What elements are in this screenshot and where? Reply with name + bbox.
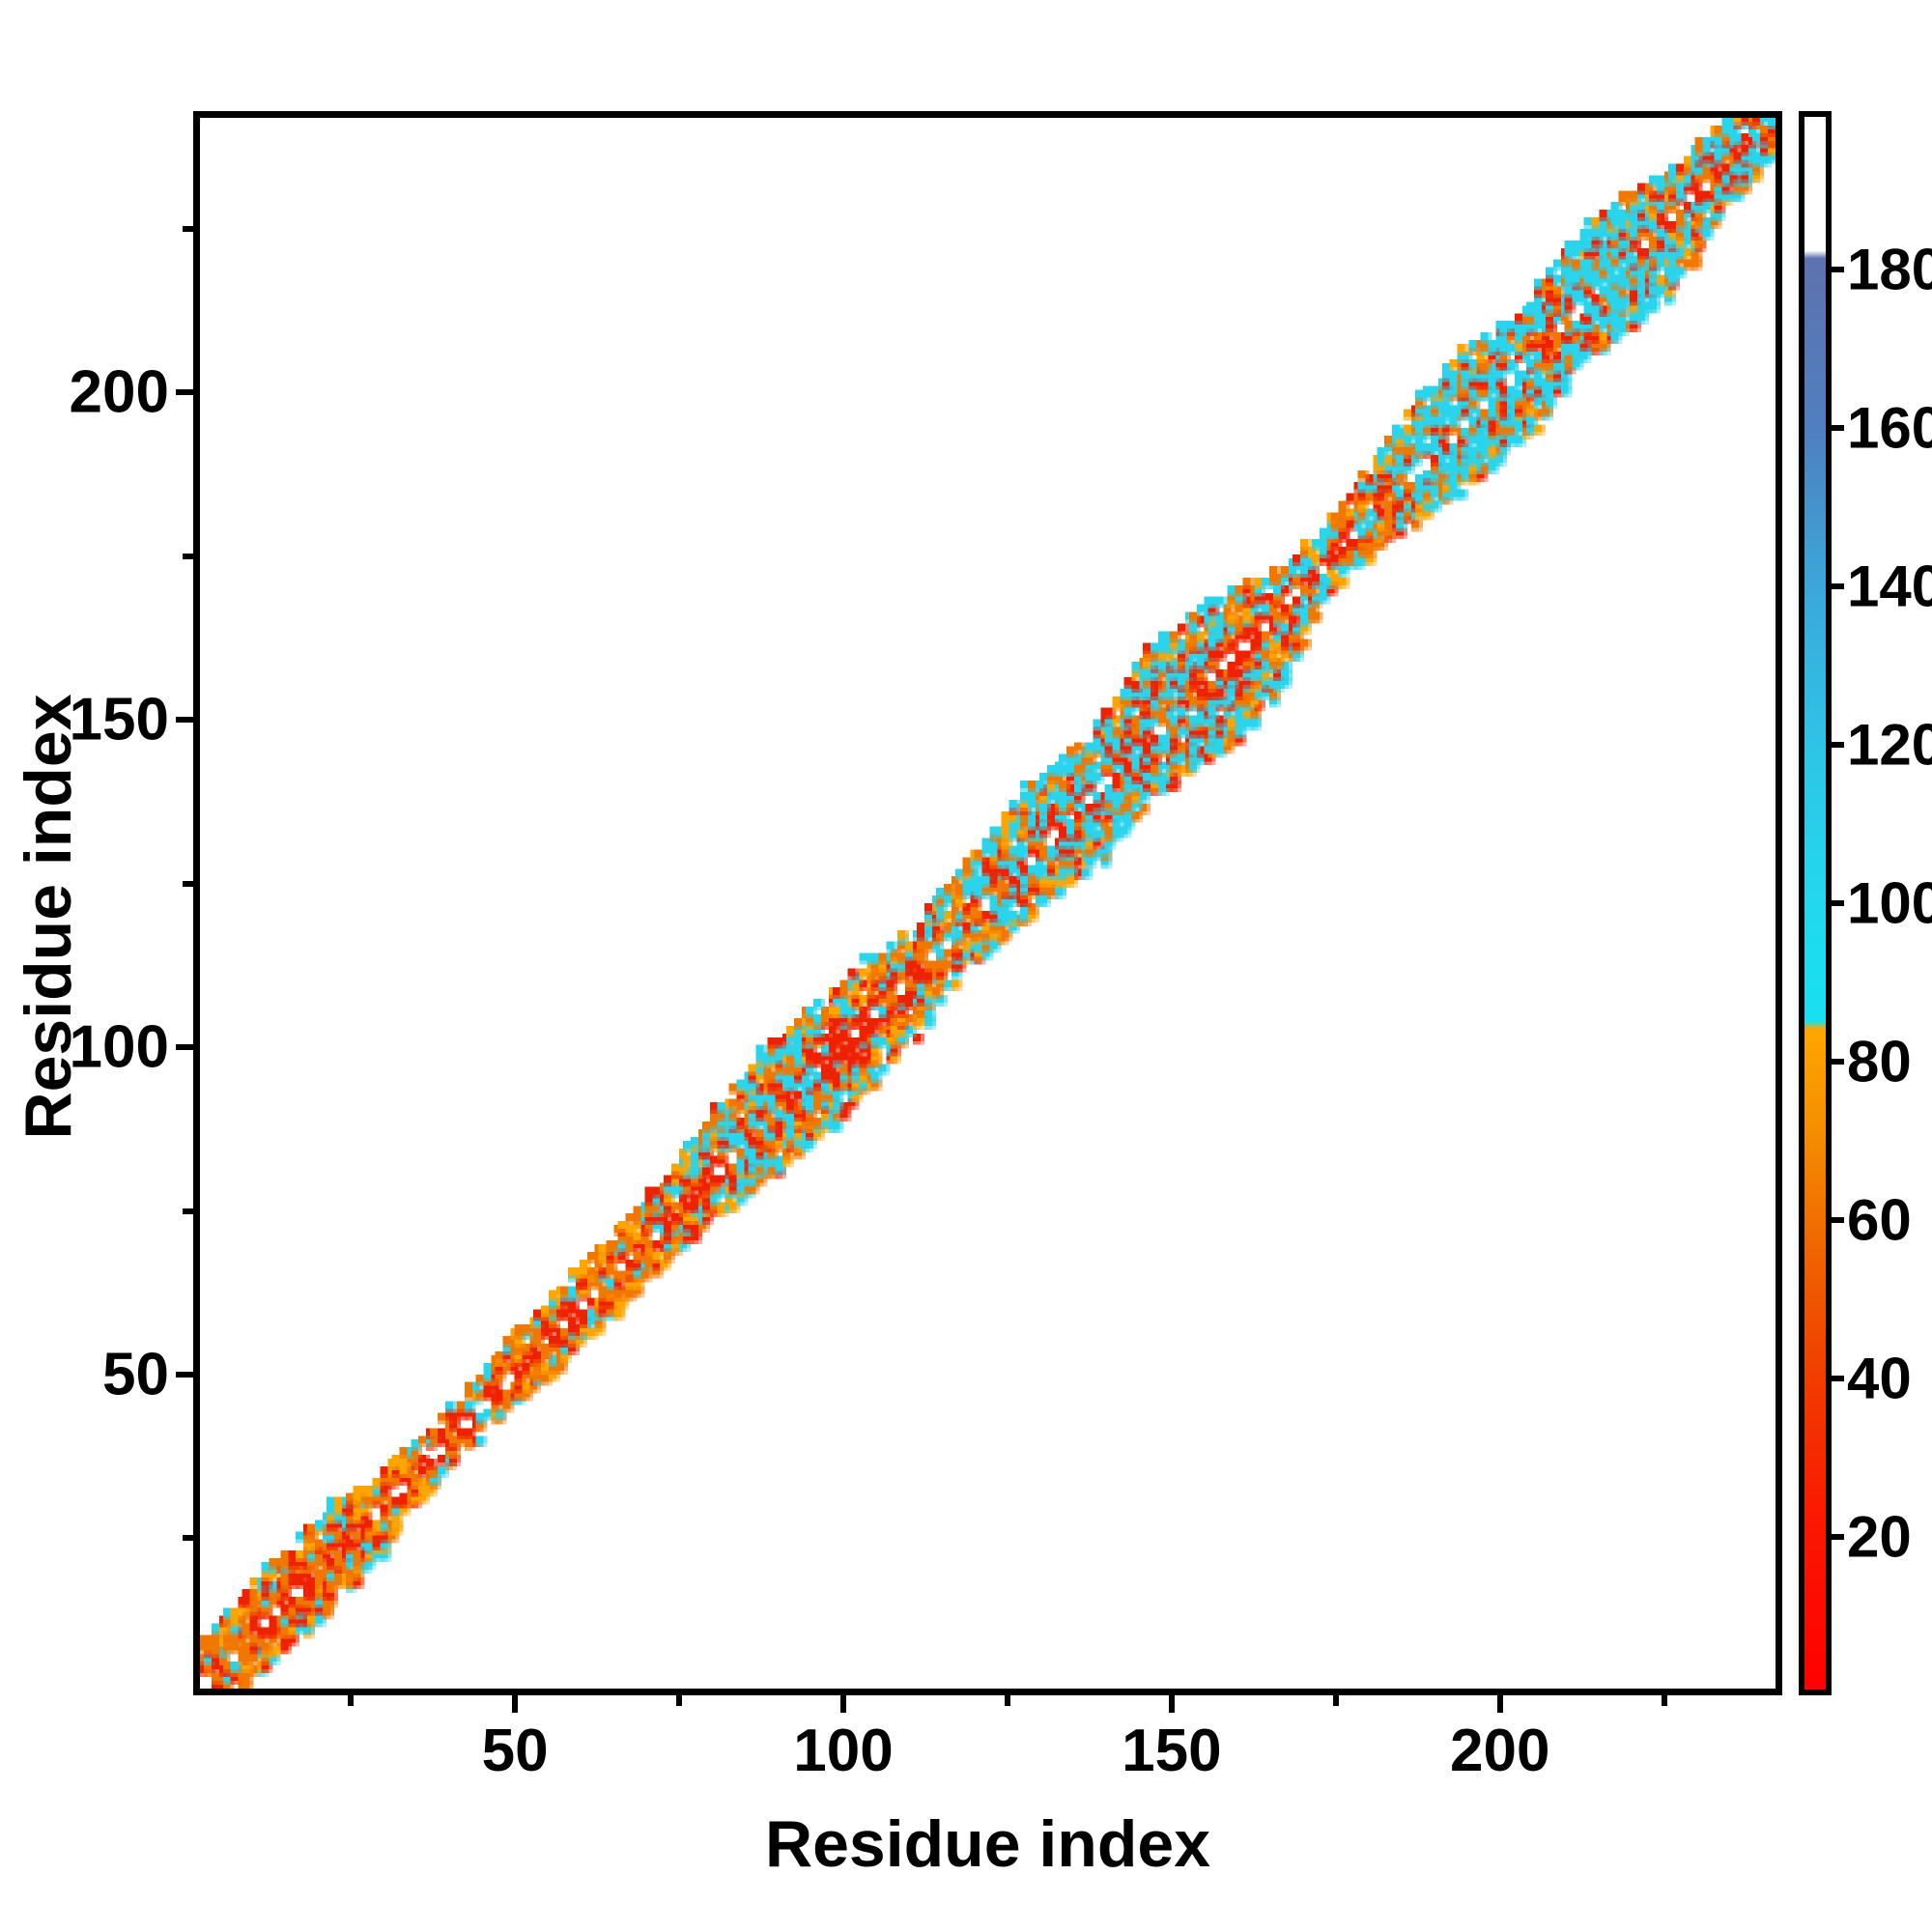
y-axis-tick-label: 150 xyxy=(69,686,169,753)
colorbar-tick-label: 100 xyxy=(1847,870,1932,936)
x-axis-tick xyxy=(1168,1695,1175,1713)
colorbar-tick-label: 80 xyxy=(1847,1029,1912,1094)
colorbar-tick xyxy=(1832,267,1844,272)
x-axis-minor-tick xyxy=(1661,1695,1667,1706)
colorbar-tick xyxy=(1832,900,1844,906)
y-axis-tick xyxy=(176,1371,193,1378)
colorbar-tick-label: 160 xyxy=(1847,395,1932,461)
y-axis-minor-tick xyxy=(183,1535,193,1542)
x-axis-minor-tick xyxy=(1004,1695,1010,1706)
y-axis-tick-label: 200 xyxy=(69,358,169,426)
x-axis-tick xyxy=(839,1695,846,1713)
y-axis-minor-tick xyxy=(183,1208,193,1214)
x-axis-title: Residue index xyxy=(764,1807,1211,1881)
y-axis-minor-tick xyxy=(183,225,193,232)
colorbar-tick-label: 20 xyxy=(1847,1504,1912,1570)
colorbar-tick-label: 60 xyxy=(1847,1187,1912,1253)
y-axis-minor-tick xyxy=(183,880,193,887)
colorbar-tick xyxy=(1832,1534,1844,1540)
y-axis-tick xyxy=(176,1044,193,1051)
x-axis-tick xyxy=(1496,1695,1503,1713)
x-axis-tick-label: 100 xyxy=(793,1718,894,1784)
colorbar-tick xyxy=(1832,1376,1844,1381)
colorbar-box xyxy=(1799,111,1832,1695)
y-axis-tick-label: 100 xyxy=(69,1013,169,1081)
y-axis-title: Residue index xyxy=(12,694,85,1140)
colorbar-tick xyxy=(1832,1217,1844,1223)
colorbar-tick xyxy=(1832,425,1844,431)
x-axis-minor-tick xyxy=(676,1695,683,1706)
x-axis-minor-tick xyxy=(1332,1695,1339,1706)
colorbar-gradient xyxy=(1804,117,1826,1690)
contact-map-heatmap xyxy=(200,118,1776,1689)
contact-map-plot-area xyxy=(193,111,1782,1695)
x-axis-tick xyxy=(512,1695,519,1713)
colorbar-tick-label: 180 xyxy=(1847,237,1932,302)
colorbar-tick xyxy=(1832,1059,1844,1065)
x-axis-tick-label: 150 xyxy=(1122,1718,1222,1784)
y-axis-tick xyxy=(176,717,193,724)
colorbar-tick-label: 40 xyxy=(1847,1346,1912,1411)
colorbar-tick xyxy=(1832,742,1844,748)
colorbar-tick-label: 140 xyxy=(1847,554,1932,619)
colorbar-tick xyxy=(1832,583,1844,589)
colorbar-tick-label: 120 xyxy=(1847,712,1932,778)
x-axis-tick-label: 200 xyxy=(1449,1718,1550,1784)
x-axis-minor-tick xyxy=(348,1695,355,1706)
colorbar: 20 40 60 80 100 120 140 160 180 xyxy=(1799,111,1932,1695)
y-axis-minor-tick xyxy=(183,553,193,559)
y-axis-tick-label: 50 xyxy=(102,1341,169,1408)
x-axis-tick-label: 50 xyxy=(481,1718,549,1784)
y-axis-tick xyxy=(176,389,193,396)
